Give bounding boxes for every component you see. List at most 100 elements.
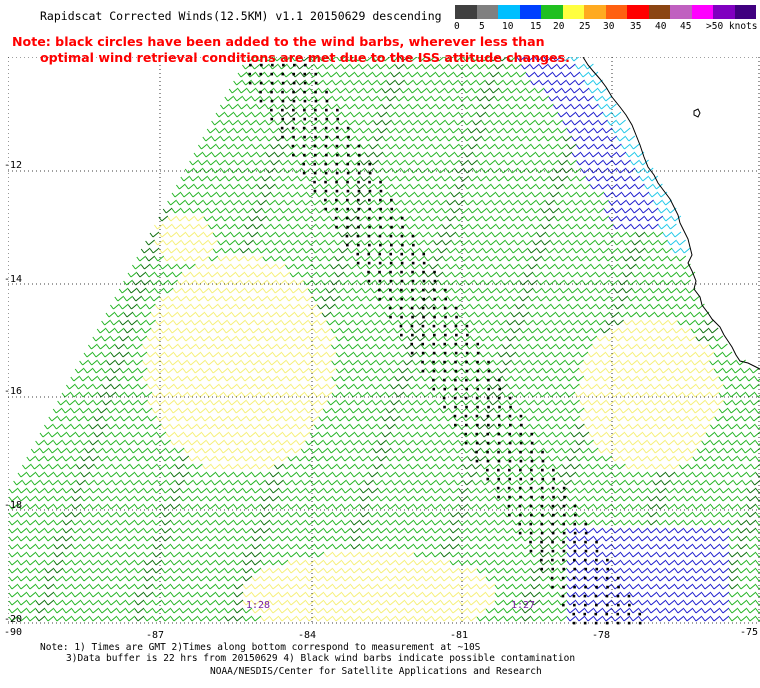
wind-barb xyxy=(435,57,445,62)
wind-barb xyxy=(631,255,642,262)
wind-barb xyxy=(524,303,534,310)
wind-barb xyxy=(585,207,596,214)
wind-barb xyxy=(329,183,339,190)
wind-barb xyxy=(659,303,669,310)
wind-barb xyxy=(631,223,641,230)
contamination-marker xyxy=(336,153,339,157)
wind-barb xyxy=(334,239,344,246)
contamination-marker xyxy=(325,117,329,121)
wind-barb xyxy=(544,103,554,110)
wind-barb xyxy=(533,319,543,326)
wind-barb xyxy=(284,215,295,222)
wind-barb xyxy=(559,223,569,230)
contamination-marker xyxy=(270,99,274,103)
wind-barb xyxy=(333,191,344,198)
wind-barb xyxy=(436,151,447,158)
wind-barb xyxy=(373,119,383,126)
wind-barb xyxy=(137,335,148,342)
wind-barb xyxy=(216,191,227,198)
wind-barb xyxy=(279,175,290,182)
wind-barb xyxy=(411,311,422,318)
wind-barb xyxy=(261,175,272,182)
contamination-marker xyxy=(357,162,361,166)
wind-barb xyxy=(222,263,232,270)
wind-barb xyxy=(537,327,548,334)
wind-barb xyxy=(280,287,291,294)
contamination-marker xyxy=(357,225,360,229)
wind-barb xyxy=(181,271,192,278)
wind-barb xyxy=(335,335,346,342)
wind-barb xyxy=(247,151,258,158)
wind-barb xyxy=(146,319,156,326)
wind-barb xyxy=(305,79,315,86)
wind-barb xyxy=(428,199,438,206)
wind-barb xyxy=(234,207,245,214)
wind-barb xyxy=(395,79,405,86)
wind-barb xyxy=(222,295,233,302)
wind-barb xyxy=(384,311,395,318)
wind-barb xyxy=(559,239,569,246)
wind-barb xyxy=(374,183,384,190)
wind-barb xyxy=(519,279,529,286)
wind-barb xyxy=(267,327,278,334)
wind-barb xyxy=(441,143,451,150)
wind-barb xyxy=(525,57,535,62)
wind-barb xyxy=(478,239,488,246)
wind-barb xyxy=(553,135,564,142)
wind-barb xyxy=(190,239,200,246)
legend-value: 5 xyxy=(479,21,485,32)
wind-barb xyxy=(220,151,231,158)
wind-barb xyxy=(627,279,637,286)
wind-barb xyxy=(672,295,683,302)
wind-barb xyxy=(537,295,548,302)
wind-barb xyxy=(239,215,250,222)
contamination-marker xyxy=(314,72,318,76)
wind-barb xyxy=(491,199,501,206)
wind-barb xyxy=(685,271,696,278)
wind-barb xyxy=(525,87,536,94)
wind-barb xyxy=(550,287,561,294)
wind-barb xyxy=(527,247,538,254)
wind-barb xyxy=(541,223,551,230)
wind-barb xyxy=(244,271,255,278)
wind-barb xyxy=(333,175,344,182)
wind-barb xyxy=(163,255,174,262)
wind-barb xyxy=(536,215,547,222)
wind-barb xyxy=(465,263,475,270)
wind-barb xyxy=(242,95,253,102)
wind-barb xyxy=(338,231,349,238)
wind-barb xyxy=(490,151,501,158)
wind-barb xyxy=(243,191,254,198)
wind-barb xyxy=(195,263,205,270)
wind-barb xyxy=(618,263,628,270)
wind-barb xyxy=(436,119,446,126)
wind-barb xyxy=(481,135,492,142)
wind-barb xyxy=(386,127,397,134)
contamination-marker xyxy=(313,144,317,148)
wind-barb xyxy=(662,247,673,254)
wind-barb xyxy=(123,279,133,286)
wind-barb xyxy=(191,335,202,342)
wind-barb xyxy=(572,231,583,238)
contamination-marker xyxy=(281,90,284,94)
wind-barb xyxy=(581,231,592,238)
wind-barb xyxy=(584,63,594,70)
wind-barb xyxy=(458,111,469,118)
contamination-marker xyxy=(356,216,360,220)
wind-barb xyxy=(317,303,327,310)
wind-barb xyxy=(407,335,418,342)
contamination-marker xyxy=(357,243,360,247)
wind-barb xyxy=(150,327,161,334)
wind-barb xyxy=(243,159,253,166)
wind-barb xyxy=(510,295,521,302)
wind-barb xyxy=(301,119,311,126)
wind-barb xyxy=(410,247,421,254)
wind-barb xyxy=(369,143,379,150)
wind-barb xyxy=(463,135,474,142)
wind-barb xyxy=(233,127,244,134)
wind-barb xyxy=(261,143,271,150)
wind-barb xyxy=(576,207,587,214)
wind-barb xyxy=(568,287,579,294)
wind-barb xyxy=(399,71,410,78)
wind-barb xyxy=(428,247,439,254)
